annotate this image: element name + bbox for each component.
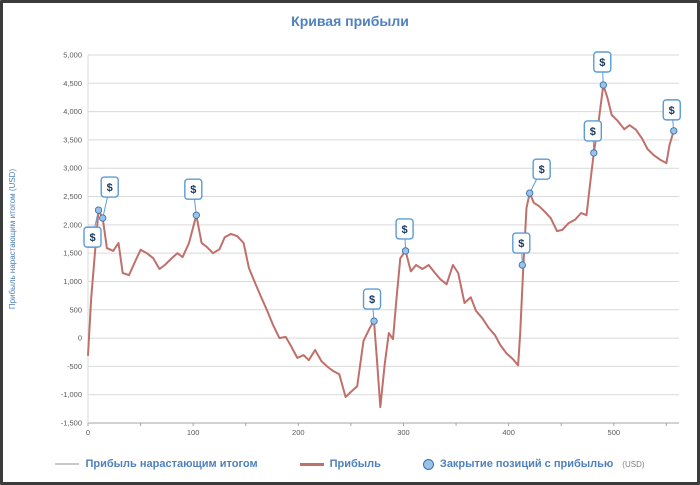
svg-text:Прибыль нарастающим итогом (US: Прибыль нарастающим итогом (USD) xyxy=(8,169,17,310)
svg-text:400: 400 xyxy=(502,428,515,437)
red-line-marker-icon xyxy=(299,462,324,466)
svg-text:5,000: 5,000 xyxy=(63,51,82,60)
legend: Прибыль нарастающим итогом Прибыль Закры… xyxy=(3,458,697,470)
legend-label: Прибыль нарастающим итогом xyxy=(85,458,258,470)
svg-text:3,000: 3,000 xyxy=(63,164,82,173)
svg-text:0: 0 xyxy=(86,428,90,437)
svg-text:4,000: 4,000 xyxy=(63,107,82,116)
svg-text:2,500: 2,500 xyxy=(63,192,82,201)
svg-text:3,500: 3,500 xyxy=(63,135,82,144)
svg-text:0: 0 xyxy=(78,334,82,343)
svg-text:$: $ xyxy=(518,238,524,250)
gray-line-marker-icon xyxy=(55,463,80,465)
svg-text:$: $ xyxy=(590,126,596,138)
svg-text:300: 300 xyxy=(397,428,410,437)
legend-label: Прибыль xyxy=(329,458,381,470)
svg-text:-500: -500 xyxy=(67,362,82,371)
svg-text:1,500: 1,500 xyxy=(63,249,82,258)
svg-text:100: 100 xyxy=(187,428,200,437)
svg-text:4,500: 4,500 xyxy=(63,79,82,88)
svg-text:$: $ xyxy=(599,57,605,69)
svg-text:-1,500: -1,500 xyxy=(61,419,82,428)
legend-item-cumulative-profit: Прибыль нарастающим итогом xyxy=(55,458,258,470)
svg-text:$: $ xyxy=(89,232,95,244)
legend-label-suffix: (USD) xyxy=(622,459,645,469)
svg-text:$: $ xyxy=(402,224,408,236)
plot-svg: -1,500 -1,000 -500 0 500 1,000 1,500 2,000 2,500… xyxy=(8,51,681,437)
svg-text:$: $ xyxy=(539,164,545,176)
legend-item-profit: Прибыль xyxy=(299,458,381,470)
svg-text:-1,000: -1,000 xyxy=(61,390,82,399)
svg-text:$: $ xyxy=(107,182,113,194)
svg-text:2,000: 2,000 xyxy=(63,220,82,229)
legend-label: Закрытие позиций с прибылью xyxy=(439,458,614,470)
svg-text:500: 500 xyxy=(69,305,82,314)
chart-title: Кривая прибыли xyxy=(291,13,409,29)
svg-text:$: $ xyxy=(669,105,675,117)
svg-text:$: $ xyxy=(190,184,196,196)
svg-text:200: 200 xyxy=(292,428,305,437)
svg-text:500: 500 xyxy=(608,428,621,437)
svg-text:1,000: 1,000 xyxy=(63,277,82,286)
blue-dot-marker-icon xyxy=(422,458,434,470)
svg-text:$: $ xyxy=(369,294,375,306)
legend-item-closed-positions: Закрытие позиций с прибылью (USD) xyxy=(422,458,645,470)
